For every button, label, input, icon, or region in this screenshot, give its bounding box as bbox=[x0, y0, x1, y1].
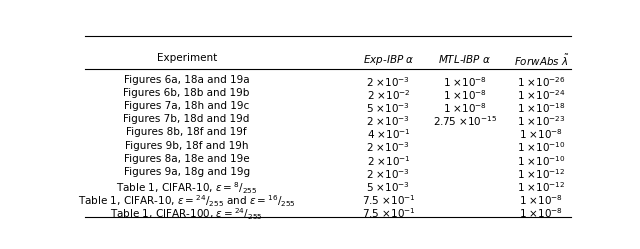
Text: 1 $\times 10^{-18}$: 1 $\times 10^{-18}$ bbox=[517, 101, 566, 115]
Text: 1 $\times 10^{-8}$: 1 $\times 10^{-8}$ bbox=[519, 193, 563, 207]
Text: Figures 9a, 18g and 19g: Figures 9a, 18g and 19g bbox=[124, 167, 250, 177]
Text: Table 1, CIFAR-100, $\epsilon = {}^{24}/_{255}$: Table 1, CIFAR-100, $\epsilon = {}^{24}/… bbox=[110, 206, 263, 222]
Text: 7.5 $\times 10^{-1}$: 7.5 $\times 10^{-1}$ bbox=[362, 193, 415, 207]
Text: 1 $\times 10^{-8}$: 1 $\times 10^{-8}$ bbox=[443, 75, 487, 89]
Text: 2 $\times 10^{-3}$: 2 $\times 10^{-3}$ bbox=[367, 167, 410, 181]
Text: Exp-IBP $\alpha$: Exp-IBP $\alpha$ bbox=[363, 53, 414, 67]
Text: 1 $\times 10^{-10}$: 1 $\times 10^{-10}$ bbox=[517, 141, 566, 154]
Text: 1 $\times 10^{-8}$: 1 $\times 10^{-8}$ bbox=[519, 206, 563, 220]
Text: Figures 6b, 18b and 19b: Figures 6b, 18b and 19b bbox=[124, 88, 250, 98]
Text: 7.5 $\times 10^{-1}$: 7.5 $\times 10^{-1}$ bbox=[362, 206, 415, 220]
Text: Figures 8a, 18e and 19e: Figures 8a, 18e and 19e bbox=[124, 154, 250, 164]
Text: 2 $\times 10^{-3}$: 2 $\times 10^{-3}$ bbox=[367, 75, 410, 89]
Text: 1 $\times 10^{-8}$: 1 $\times 10^{-8}$ bbox=[443, 88, 487, 102]
Text: 1 $\times 10^{-12}$: 1 $\times 10^{-12}$ bbox=[517, 180, 566, 194]
Text: 5 $\times 10^{-3}$: 5 $\times 10^{-3}$ bbox=[367, 101, 410, 115]
Text: Table 1, CIFAR-10, $\epsilon = {}^{8}/_{255}$: Table 1, CIFAR-10, $\epsilon = {}^{8}/_{… bbox=[116, 180, 257, 196]
Text: ForwAbs $\tilde{\lambda}$: ForwAbs $\tilde{\lambda}$ bbox=[514, 53, 569, 68]
Text: 1 $\times 10^{-23}$: 1 $\times 10^{-23}$ bbox=[517, 114, 566, 128]
Text: Figures 8b, 18f and 19f: Figures 8b, 18f and 19f bbox=[126, 127, 247, 137]
Text: 1 $\times 10^{-8}$: 1 $\times 10^{-8}$ bbox=[443, 101, 487, 115]
Text: 1 $\times 10^{-12}$: 1 $\times 10^{-12}$ bbox=[517, 167, 566, 181]
Text: Figures 7a, 18h and 19c: Figures 7a, 18h and 19c bbox=[124, 101, 249, 111]
Text: 2 $\times 10^{-3}$: 2 $\times 10^{-3}$ bbox=[367, 141, 410, 154]
Text: 1 $\times 10^{-24}$: 1 $\times 10^{-24}$ bbox=[517, 88, 566, 102]
Text: 2 $\times 10^{-2}$: 2 $\times 10^{-2}$ bbox=[367, 88, 410, 102]
Text: 5 $\times 10^{-3}$: 5 $\times 10^{-3}$ bbox=[367, 180, 410, 194]
Text: 1 $\times 10^{-26}$: 1 $\times 10^{-26}$ bbox=[517, 75, 566, 89]
Text: Figures 6a, 18a and 19a: Figures 6a, 18a and 19a bbox=[124, 75, 250, 85]
Text: 4 $\times 10^{-1}$: 4 $\times 10^{-1}$ bbox=[367, 127, 410, 141]
Text: Figures 9b, 18f and 19h: Figures 9b, 18f and 19h bbox=[125, 141, 248, 151]
Text: Experiment: Experiment bbox=[157, 53, 217, 63]
Text: Figures 7b, 18d and 19d: Figures 7b, 18d and 19d bbox=[124, 114, 250, 124]
Text: MTL-IBP $\alpha$: MTL-IBP $\alpha$ bbox=[438, 53, 492, 65]
Text: 1 $\times 10^{-10}$: 1 $\times 10^{-10}$ bbox=[517, 154, 566, 168]
Text: 2 $\times 10^{-3}$: 2 $\times 10^{-3}$ bbox=[367, 114, 410, 128]
Text: 1 $\times 10^{-8}$: 1 $\times 10^{-8}$ bbox=[519, 127, 563, 141]
Text: 2 $\times 10^{-1}$: 2 $\times 10^{-1}$ bbox=[367, 154, 410, 168]
Text: 2.75 $\times 10^{-15}$: 2.75 $\times 10^{-15}$ bbox=[433, 114, 497, 128]
Text: Table 1, CIFAR-10, $\epsilon = {}^{24}/_{255}$ and $\epsilon = {}^{16}/_{255}$: Table 1, CIFAR-10, $\epsilon = {}^{24}/_… bbox=[77, 193, 296, 209]
